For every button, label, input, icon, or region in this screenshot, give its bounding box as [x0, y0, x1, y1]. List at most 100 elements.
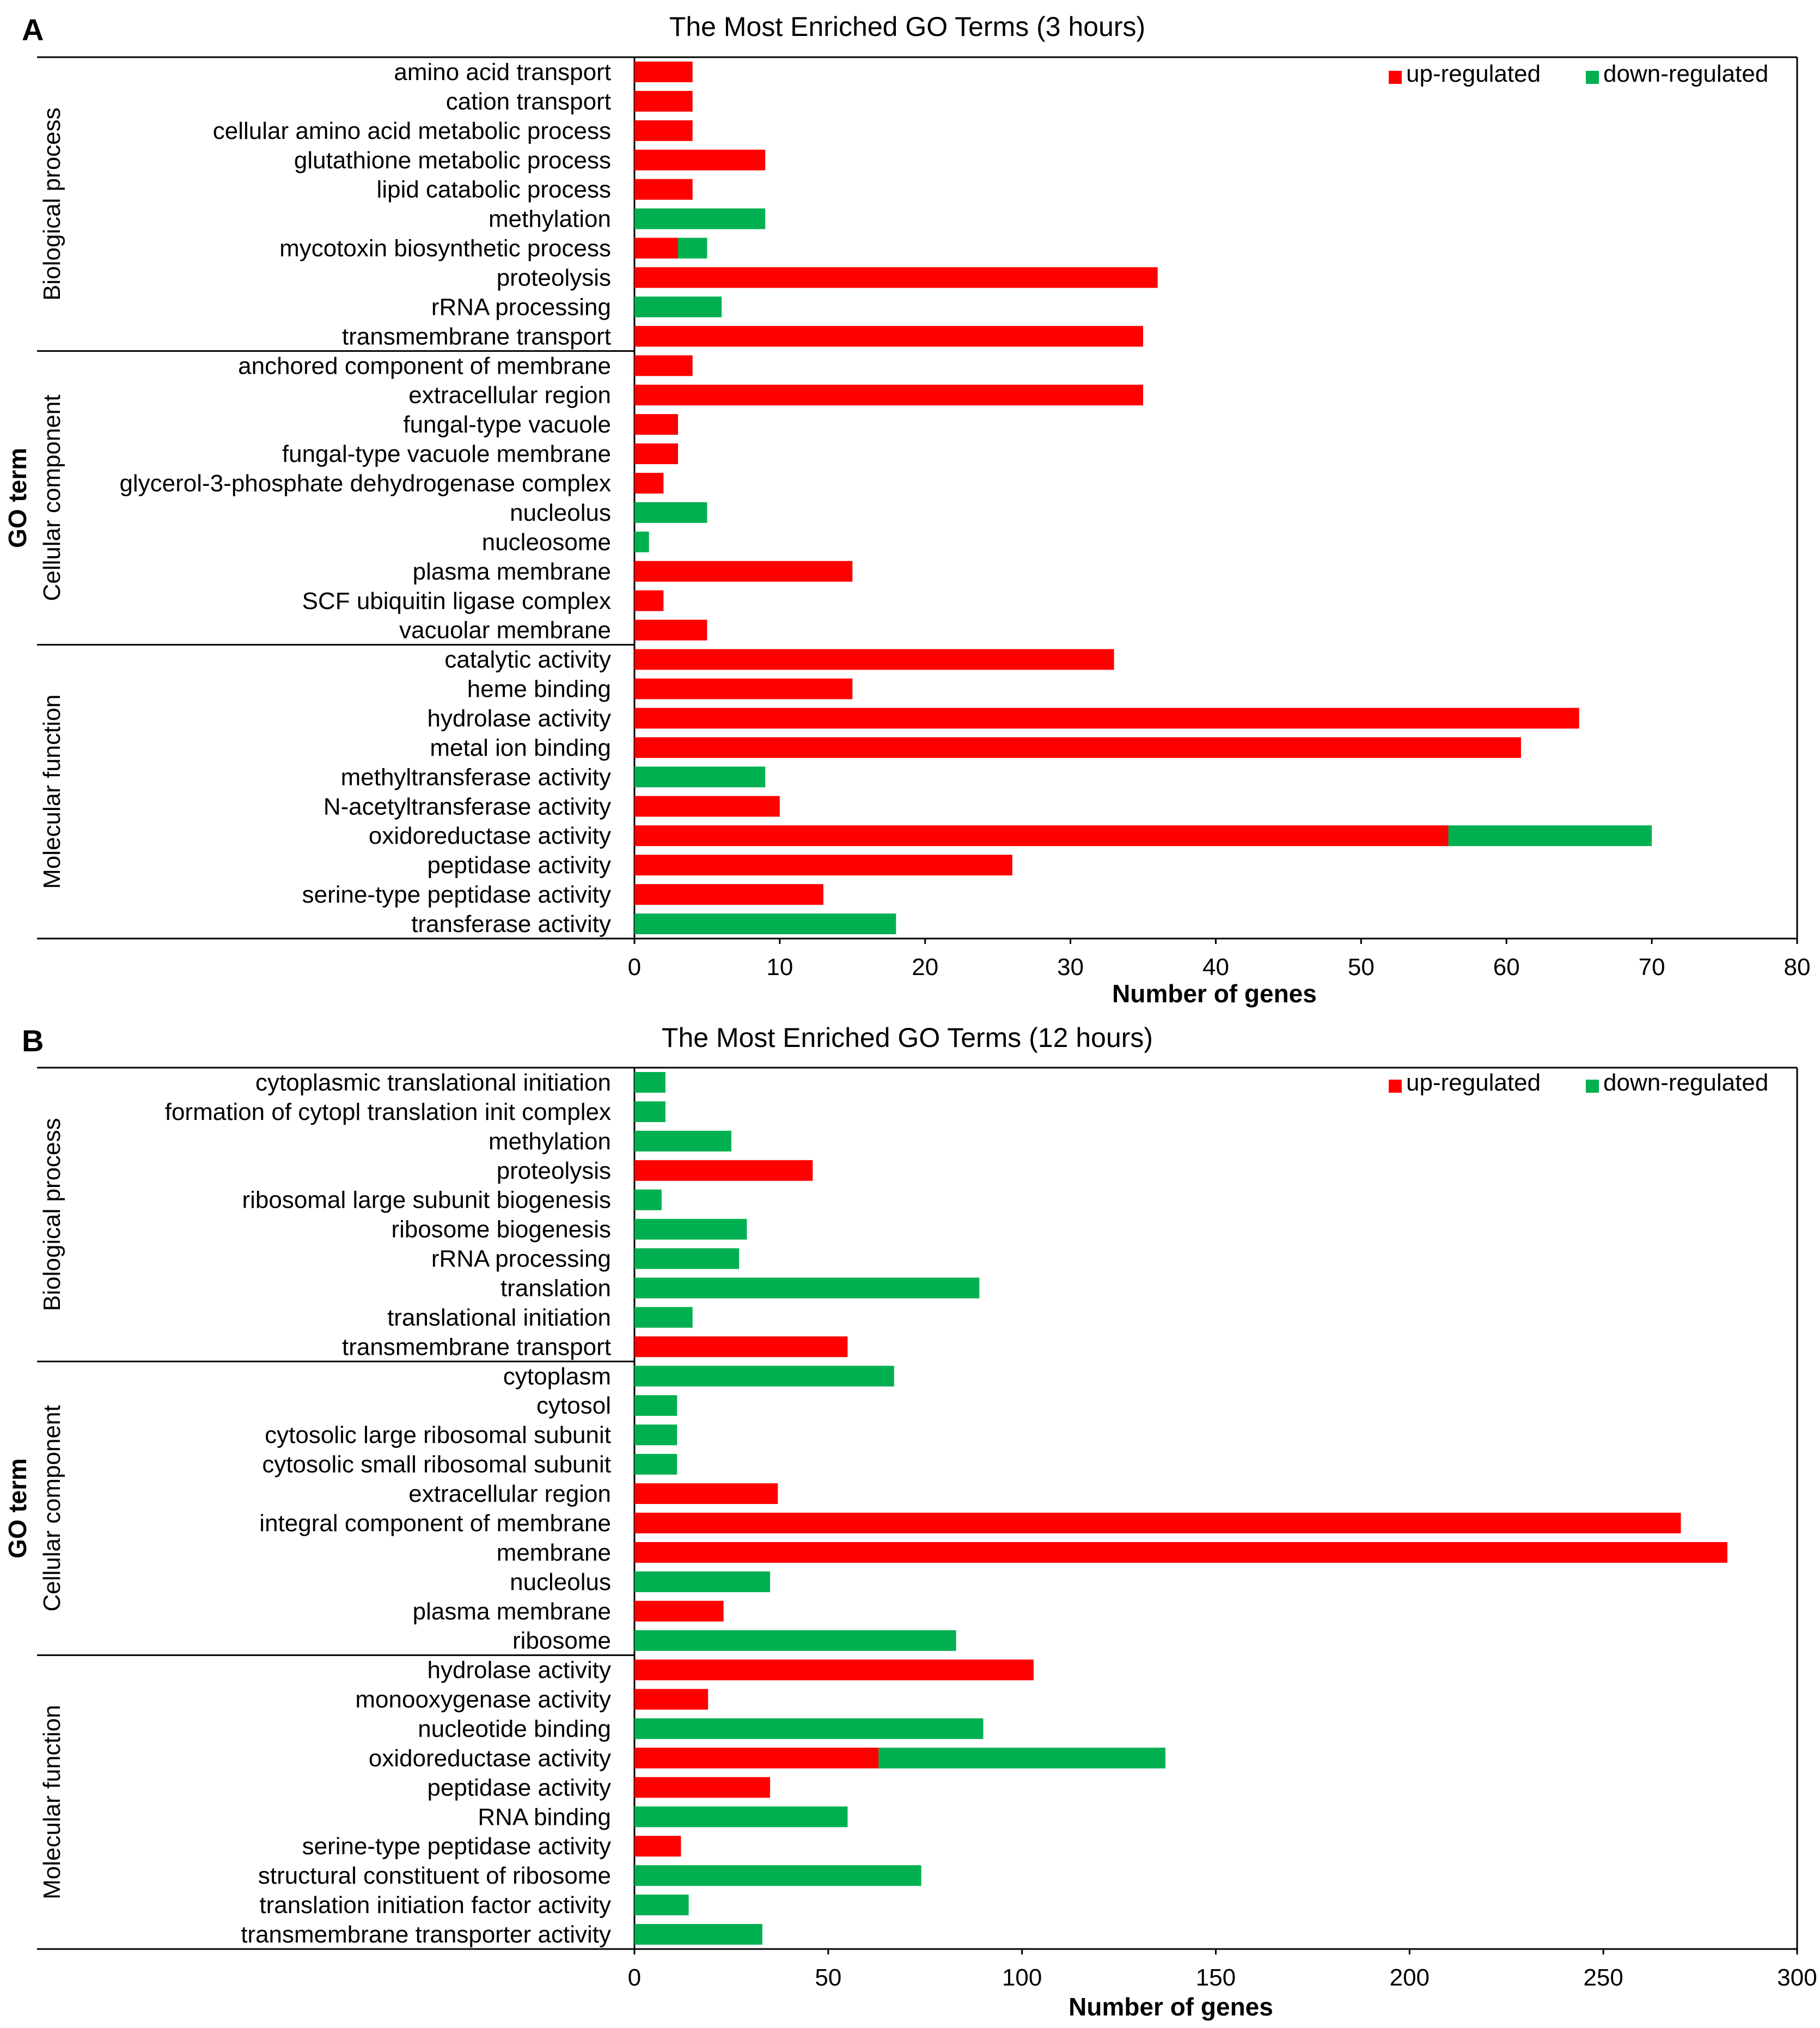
a-category-label: mycotoxin biosynthetic process — [279, 235, 611, 262]
b-category-label: rRNA processing — [431, 1246, 611, 1272]
a-category-label: amino acid transport — [394, 59, 611, 86]
a-category-label: transferase activity — [411, 911, 611, 937]
a-category-label: metal ion binding — [430, 734, 611, 761]
b-bar-up-regulated — [634, 1689, 709, 1710]
panel-b: B The Most Enriched GO Terms (12 hours) … — [3, 1022, 1817, 2021]
b-x-tick-label: 100 — [1002, 1964, 1042, 1991]
a-category-label: transmembrane transport — [342, 323, 611, 350]
b-category-label: translation — [500, 1275, 611, 1302]
a-category-label: oxidoreductase activity — [369, 823, 611, 849]
b-category-label: transmembrane transporter activity — [241, 1921, 611, 1948]
b-bar-up-regulated — [634, 1512, 1681, 1533]
a-x-tick-label: 50 — [1348, 954, 1375, 980]
a-bar-up-regulated — [634, 590, 664, 611]
a-bar-up-regulated — [634, 120, 693, 141]
b-bar-down-regulated — [634, 1189, 662, 1210]
a-bar-up-regulated — [634, 855, 1012, 876]
b-category-label: extracellular region — [408, 1481, 611, 1507]
a-category-label: serine-type peptidase activity — [302, 881, 611, 908]
b-bar-up-regulated — [634, 1747, 879, 1769]
b-category-label: integral component of membrane — [259, 1510, 611, 1537]
a-x-tick-label: 0 — [628, 954, 641, 980]
a-category-label: anchored component of membrane — [238, 352, 611, 379]
a-group-label: Biological process — [39, 107, 65, 301]
a-category-label: nucleosome — [482, 529, 611, 556]
a-category-label: extracellular region — [408, 382, 611, 409]
b-category-label: peptidase activity — [427, 1774, 611, 1801]
a-bar-up-regulated — [634, 179, 693, 200]
panel-b-plot: Biological process Cellular component Mole… — [3, 1067, 1817, 2021]
panel-a-title: The Most Enriched GO Terms (3 hours) — [669, 11, 1145, 42]
a-legend-swatch-up — [1389, 71, 1402, 84]
a-category-label: glutathione metabolic process — [294, 147, 611, 174]
a-category-label: fungal-type vacuole membrane — [282, 441, 611, 467]
a-category-label: heme binding — [467, 676, 611, 703]
b-bar-down-regulated — [634, 1277, 980, 1299]
b-bar-down-regulated — [634, 1895, 689, 1916]
a-bar-up-regulated — [634, 649, 1114, 670]
a-x-tick-label: 10 — [766, 954, 793, 980]
a-bar-up-regulated — [634, 267, 1158, 288]
b-group-label: Biological process — [39, 1118, 65, 1311]
a-bar-down-regulated — [634, 766, 766, 788]
b-group-label: Cellular component — [39, 1405, 65, 1611]
a-bar-up-regulated — [634, 678, 853, 699]
b-bar-up-regulated — [634, 1483, 778, 1505]
b-bar-down-regulated — [634, 1101, 665, 1122]
a-category-label: nucleolus — [510, 500, 611, 526]
a-category-label: catalytic activity — [444, 647, 611, 673]
b-x-tick-label: 50 — [815, 1964, 841, 1991]
a-bar-down-regulated — [678, 237, 707, 259]
b-category-label: RNA binding — [478, 1804, 611, 1830]
b-bar-down-regulated — [634, 1219, 747, 1240]
panel-a-plot: Biological process Cellular component Mole… — [3, 56, 1810, 1008]
a-bar-up-regulated — [634, 737, 1521, 758]
b-category-label: oxidoreductase activity — [369, 1745, 611, 1771]
b-x-tick-label: 250 — [1583, 1964, 1623, 1991]
a-bar-up-regulated — [634, 884, 823, 905]
b-bar-up-regulated — [634, 1160, 813, 1181]
b-category-label: translational initiation — [387, 1304, 611, 1331]
a-category-label: cellular amino acid metabolic process — [213, 118, 611, 144]
a-bar-up-regulated — [634, 90, 693, 112]
b-category-label: nucleotide binding — [418, 1716, 611, 1743]
b-bar-down-regulated — [634, 1071, 665, 1093]
a-x-tick-label: 20 — [912, 954, 938, 980]
a-bar-up-regulated — [634, 149, 766, 170]
b-bar-down-regulated — [634, 1718, 984, 1739]
b-category-label: monooxygenase activity — [355, 1686, 611, 1713]
b-category-label: ribosomal large subunit biogenesis — [242, 1187, 611, 1214]
a-bar-up-regulated — [634, 561, 853, 582]
a-category-label: proteolysis — [497, 265, 611, 291]
b-category-label: plasma membrane — [413, 1598, 611, 1625]
a-bar-down-regulated — [1448, 825, 1652, 846]
b-bar-up-regulated — [634, 1659, 1034, 1680]
b-x-tick-label: 0 — [628, 1964, 641, 1991]
a-legend-swatch-down — [1586, 71, 1599, 84]
a-bar-up-regulated — [634, 326, 1144, 347]
a-category-label: hydrolase activity — [427, 705, 611, 732]
a-bar-up-regulated — [634, 825, 1449, 846]
a-category-label: cation transport — [446, 88, 611, 115]
a-bar-down-regulated — [634, 531, 649, 552]
a-legend-label-up: up-regulated — [1406, 60, 1541, 87]
a-bar-down-regulated — [634, 296, 722, 318]
b-category-label: transmembrane transport — [342, 1333, 611, 1360]
a-category-label: N-acetyltransferase activity — [323, 793, 611, 820]
a-category-label: fungal-type vacuole — [403, 411, 611, 438]
b-y-axis-title: GO term — [3, 1458, 32, 1558]
a-bar-down-regulated — [634, 502, 707, 523]
b-category-label: formation of cytopl translation init com… — [165, 1099, 611, 1125]
b-bar-down-regulated — [634, 1366, 894, 1387]
b-bar-down-regulated — [634, 1454, 677, 1475]
b-bar-up-regulated — [634, 1600, 724, 1622]
b-category-label: ribosome biogenesis — [391, 1216, 611, 1243]
a-bar-up-regulated — [634, 237, 679, 259]
b-bar-up-regulated — [634, 1336, 848, 1357]
b-bar-down-regulated — [634, 1630, 956, 1651]
b-bar-up-regulated — [634, 1777, 771, 1798]
a-x-tick-label: 30 — [1057, 954, 1084, 980]
b-legend-swatch-down — [1586, 1080, 1599, 1093]
a-y-axis-title: GO term — [3, 448, 32, 548]
a-category-label: methylation — [488, 206, 611, 233]
